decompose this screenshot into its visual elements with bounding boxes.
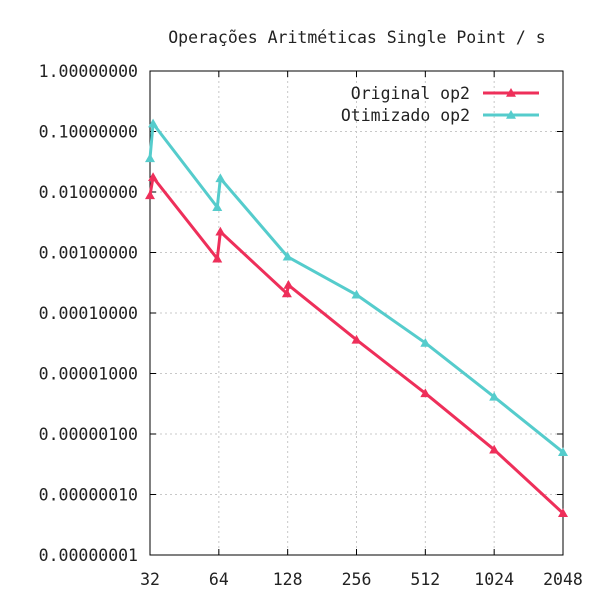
data-point-marker	[489, 391, 500, 401]
data-point-marker	[145, 190, 155, 200]
x-tick-label: 64	[209, 570, 229, 589]
data-point-marker	[489, 444, 500, 454]
data-point-marker	[558, 508, 568, 517]
legend: Original op2 Otimizado op2	[341, 84, 539, 125]
x-tick-label: 256	[342, 570, 372, 589]
series-0	[145, 172, 568, 517]
y-tick-label: 0.00100000	[39, 244, 138, 263]
y-tick-label: 0.00000001	[39, 546, 138, 565]
x-tick-label: 1024	[474, 570, 514, 589]
data-series	[145, 118, 568, 517]
data-point-marker	[215, 226, 226, 236]
data-point-marker	[212, 253, 223, 263]
data-point-marker	[215, 173, 226, 183]
legend-label: Otimizado op2	[341, 106, 470, 125]
data-point-marker	[283, 280, 294, 289]
y-tick-label: 0.00001000	[39, 365, 138, 384]
y-tick-label: 0.00000100	[39, 425, 138, 444]
data-point-marker	[558, 447, 568, 456]
data-point-marker	[281, 288, 292, 298]
x-tick-label: 128	[273, 570, 303, 589]
data-point-marker	[212, 202, 223, 211]
legend-marker	[506, 110, 516, 119]
y-tick-label: 1.00000000	[39, 62, 138, 81]
data-point-marker	[145, 153, 155, 163]
x-tick-label: 32	[140, 570, 160, 589]
data-point-marker	[420, 388, 431, 398]
data-point-marker	[148, 118, 159, 128]
y-tick-label: 0.10000000	[39, 123, 138, 142]
legend-marker	[506, 88, 516, 97]
x-axis-ticks: 32 64 128 256 512 1024 2048	[140, 71, 583, 589]
data-point-marker	[351, 334, 362, 344]
data-point-marker	[282, 251, 293, 261]
data-point-marker	[148, 172, 159, 182]
chart-title: Operações Aritméticas Single Point / s	[168, 28, 546, 47]
y-axis-ticks: 1.00000000 0.10000000 0.01000000 0.00100000…	[39, 62, 563, 565]
x-tick-label: 512	[410, 570, 440, 589]
data-point-marker	[351, 289, 362, 299]
series-line	[148, 175, 565, 515]
legend-label: Original op2	[351, 84, 470, 103]
data-point-marker	[420, 337, 431, 347]
y-tick-label: 0.00010000	[39, 304, 138, 323]
grid	[150, 71, 563, 555]
y-tick-label: 0.00000010	[39, 486, 138, 505]
y-tick-label: 0.01000000	[39, 183, 138, 202]
series-1	[145, 118, 568, 456]
x-tick-label: 2048	[543, 570, 583, 589]
